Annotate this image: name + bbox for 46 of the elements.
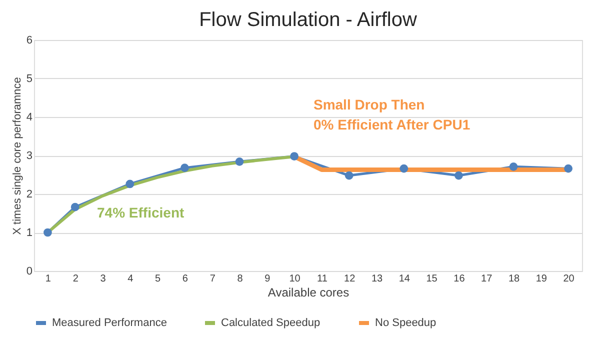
y-tick-label: 4: [26, 112, 32, 124]
annotation: 74% Efficient: [97, 204, 184, 220]
x-tick-label: 1: [45, 274, 52, 284]
x-tick-label: 3: [100, 274, 106, 284]
x-tick-label: 7: [210, 274, 216, 284]
x-tick-label: 11: [317, 274, 328, 284]
x-axis-title: Available cores: [268, 286, 350, 300]
point: [400, 164, 408, 173]
point: [180, 164, 189, 172]
x-tick-label: 15: [426, 274, 438, 284]
x-tick-label: 12: [344, 274, 356, 284]
x-tick-label: 16: [454, 274, 466, 284]
y-tick-label: 6: [26, 34, 32, 46]
x-tick-label: 9: [264, 274, 271, 284]
x-tick-label: 19: [536, 274, 548, 284]
legend-label: Measured Performance: [52, 317, 167, 329]
legend-label: No Speedup: [375, 317, 436, 329]
point: [564, 164, 572, 173]
x-tick-label: 14: [398, 274, 410, 284]
point: [454, 171, 463, 180]
x-tick-label: 2: [72, 274, 79, 284]
point: [509, 162, 518, 171]
x-tick-label: 17: [481, 274, 493, 284]
x-tick-label: 8: [237, 274, 244, 284]
point: [290, 152, 298, 160]
chart-title: Flow Simulation - Airflow: [199, 9, 418, 31]
point: [70, 202, 80, 212]
point: [126, 180, 134, 188]
y-tick-label: 1: [26, 227, 32, 239]
x-tick-label: 5: [155, 274, 162, 284]
y-axis-title: X times single core perforamnce: [11, 77, 24, 235]
legend-label: Calculated Speedup: [221, 317, 320, 329]
x-tick-label: 4: [128, 274, 134, 284]
point: [44, 228, 52, 237]
point: [344, 171, 354, 180]
y-tick-label: 3: [26, 150, 32, 162]
point: [235, 157, 244, 166]
y-tick-label: 2: [26, 188, 32, 200]
y-tick-label: 0: [26, 266, 32, 278]
x-tick-label: 6: [182, 274, 188, 284]
x-tick-label: 10: [289, 274, 301, 284]
y-tick-label: 5: [26, 73, 32, 85]
annotation: Small Drop Then 0% Efficient After CPU1: [313, 96, 470, 132]
x-tick-label: 13: [371, 274, 383, 284]
x-tick-label: 18: [508, 274, 520, 284]
x-tick-label: 20: [563, 274, 575, 284]
